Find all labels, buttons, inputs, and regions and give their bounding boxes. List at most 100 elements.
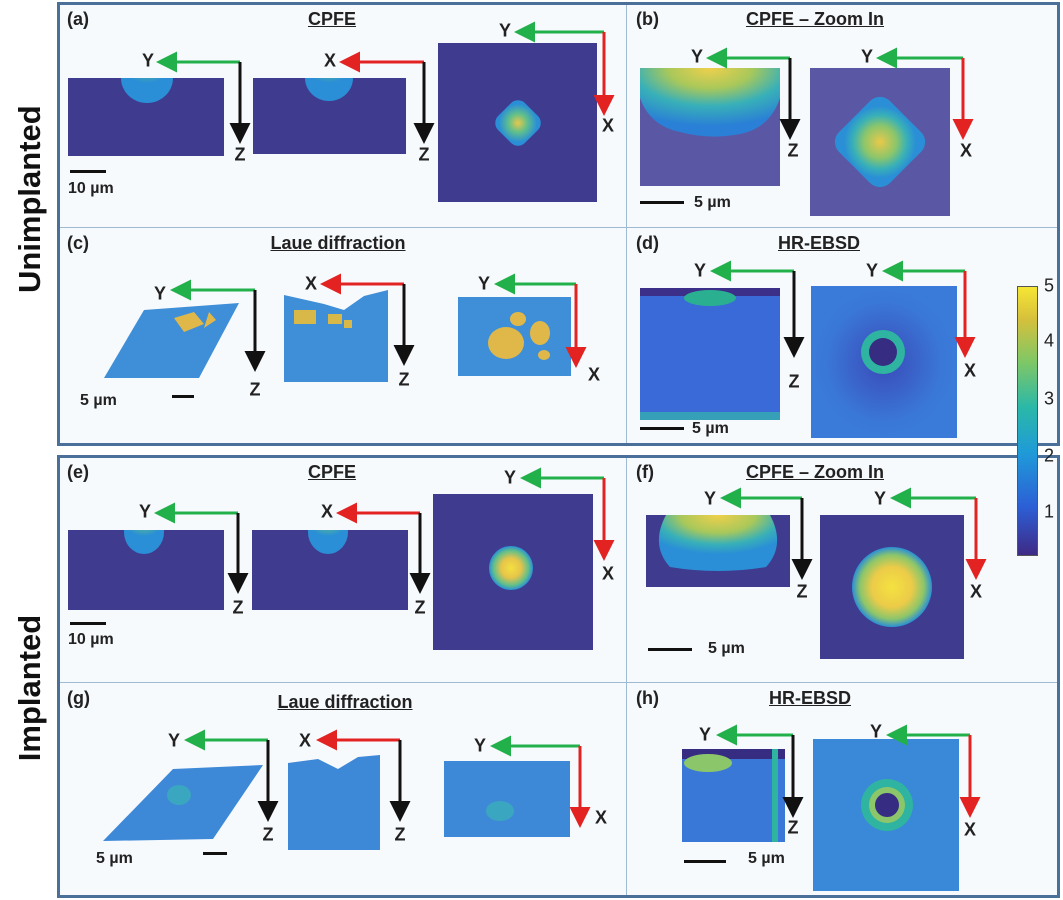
map-c-xy <box>458 297 571 376</box>
axis-label-z: Z <box>394 824 406 845</box>
map-e-yz <box>68 530 224 610</box>
map-c-yz <box>104 303 239 378</box>
map-b-yz <box>640 68 780 186</box>
axis-label-z: Z <box>232 597 244 618</box>
panel-title-h: HR-EBSD <box>768 688 852 708</box>
axis-label-z: Z <box>398 369 410 390</box>
map-c-xz <box>284 290 388 382</box>
axis-label-x: X <box>601 115 615 136</box>
axis-label-x: X <box>969 581 983 602</box>
scale-bar <box>640 427 684 430</box>
scale-label-f: 5 µm <box>708 640 745 657</box>
map-d-yz <box>640 288 780 420</box>
axis-label-z: Z <box>787 140 799 161</box>
map-a-xy <box>438 43 597 202</box>
divider <box>60 227 1057 228</box>
map-e-xy <box>433 494 593 650</box>
scale-label-g: 5 µm <box>96 850 133 867</box>
axis-label-x: X <box>959 140 973 161</box>
axis-label-x: X <box>963 360 977 381</box>
panel-label-d: (d) <box>636 233 659 253</box>
map-g-yz <box>103 765 263 841</box>
panel-title-d: HR-EBSD <box>777 233 861 253</box>
map-b-xy <box>810 68 950 216</box>
axis-label-y: Y <box>167 730 181 751</box>
axis-label-z: Z <box>796 581 808 602</box>
map-g-xy <box>444 761 570 837</box>
panel-title-a: CPFE <box>307 9 357 29</box>
row-label-unimplanted: Unimplanted <box>12 105 47 293</box>
colorbar-tick: 3 <box>1044 388 1055 409</box>
panel-label-a: (a) <box>67 9 89 29</box>
panel-title-g: Laue diffraction <box>277 692 413 712</box>
panel-label-f: (f) <box>636 462 654 482</box>
axis-label-y: Y <box>873 488 887 509</box>
scale-bar <box>203 852 227 855</box>
scale-bar <box>70 170 106 173</box>
axis-label-x: X <box>323 50 337 71</box>
axis-label-x: X <box>587 364 601 385</box>
scale-bar <box>648 648 692 651</box>
scale-label-h: 5 µm <box>748 850 785 867</box>
map-a-xz <box>253 78 406 154</box>
map-e-xz <box>252 530 408 610</box>
panel-title-f: CPFE – Zoom In <box>745 462 885 482</box>
map-g-xz <box>288 755 380 850</box>
panel-title-c: Laue diffraction <box>270 233 406 253</box>
axis-label-x: X <box>304 273 318 294</box>
axis-label-y: Y <box>860 46 874 67</box>
colorbar-tick: 1 <box>1044 501 1055 522</box>
colorbar-tick: 2 <box>1044 445 1055 466</box>
axis-label-y: Y <box>869 721 883 742</box>
scale-bar <box>172 395 194 398</box>
scale-label-e: 10 µm <box>68 631 114 648</box>
axis-label-y: Y <box>141 50 155 71</box>
panel-title-e: CPFE <box>307 462 357 482</box>
divider <box>626 458 627 895</box>
axis-label-x: X <box>601 563 615 584</box>
axis-label-y: Y <box>703 488 717 509</box>
axis-label-y: Y <box>153 283 167 304</box>
axis-label-z: Z <box>787 817 799 838</box>
panel-label-e: (e) <box>67 462 89 482</box>
map-f-yz <box>646 515 790 587</box>
panel-label-c: (c) <box>67 233 89 253</box>
scale-bar <box>640 201 684 204</box>
axis-label-y: Y <box>498 20 512 41</box>
scale-label-d: 5 µm <box>692 420 729 437</box>
axis-label-y: Y <box>503 467 517 488</box>
colorbar-tick: 5 <box>1044 275 1055 296</box>
map-d-xy <box>811 286 957 438</box>
axis-label-y: Y <box>865 260 879 281</box>
axis-label-z: Z <box>234 144 246 165</box>
map-f-xy <box>820 515 964 659</box>
scale-label-b: 5 µm <box>694 194 731 211</box>
panel-label-g: (g) <box>67 688 90 708</box>
panel-title-b: CPFE – Zoom In <box>745 9 885 29</box>
map-h-xy <box>813 739 959 891</box>
axis-label-x: X <box>963 819 977 840</box>
row-label-implanted: Implanted <box>12 614 47 762</box>
axis-label-x: X <box>298 730 312 751</box>
divider <box>626 5 627 443</box>
axis-label-x: X <box>594 807 608 828</box>
axis-label-y: Y <box>477 273 491 294</box>
colorbar <box>1017 286 1038 556</box>
map-a-yz <box>68 78 224 156</box>
scale-label-c: 5 µm <box>80 392 117 409</box>
axis-label-y: Y <box>138 501 152 522</box>
axis-label-x: X <box>320 501 334 522</box>
axis-label-z: Z <box>414 597 426 618</box>
axis-label-z: Z <box>262 824 274 845</box>
panel-label-h: (h) <box>636 688 659 708</box>
axis-label-y: Y <box>698 724 712 745</box>
axis-label-y: Y <box>690 46 704 67</box>
divider <box>60 682 1057 683</box>
axis-label-z: Z <box>418 144 430 165</box>
map-h-yz <box>682 749 785 842</box>
panel-label-b: (b) <box>636 9 659 29</box>
scale-bar <box>70 622 106 625</box>
axis-label-y: Y <box>473 735 487 756</box>
scale-label-a: 10 µm <box>68 180 114 197</box>
colorbar-tick: 4 <box>1044 330 1055 351</box>
